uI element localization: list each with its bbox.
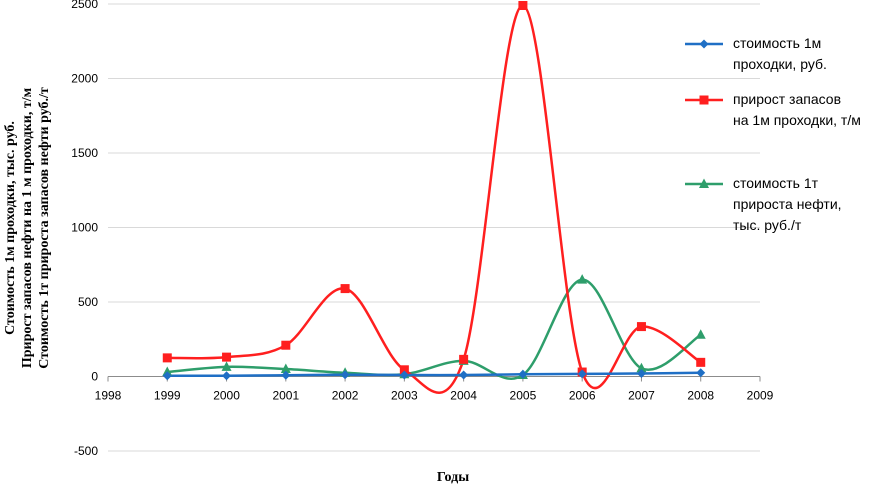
data-point-diamond (636, 369, 646, 379)
legend-label: прироста нефти, (733, 196, 842, 212)
data-point-square (162, 353, 172, 363)
series-line-2 (167, 278, 702, 380)
legend-item-1: прирост запасов на 1м проходки, т/м (685, 91, 861, 128)
x-tick-label: 2001 (272, 389, 299, 403)
y-tick-label: -500 (74, 444, 98, 458)
data-point-square (518, 0, 528, 10)
legend-label: стоимость 1м (733, 35, 821, 51)
x-tick-label: 2008 (687, 389, 714, 403)
y-tick-label: 2000 (71, 72, 98, 86)
legend-label: стоимость 1т (733, 175, 819, 191)
data-point-square (459, 354, 469, 364)
y-tick-label: 1000 (71, 221, 98, 235)
x-axis (107, 376, 761, 382)
x-axis-title: Годы (437, 470, 469, 484)
y-tick-label: 500 (78, 295, 98, 309)
x-tick-label: 2007 (628, 389, 655, 403)
data-point-square (281, 340, 291, 350)
x-tick-labels: 1998 1999 2000 2001 2002 2003 2004 2005 2006 2007… (95, 389, 774, 403)
data-point-diamond (699, 39, 709, 49)
data-point-diamond (162, 371, 172, 381)
x-tick-label: 2000 (213, 389, 240, 403)
y-tick-label: 2500 (71, 0, 98, 11)
data-point-triangle (280, 363, 291, 374)
data-point-triangle (221, 361, 232, 371)
y-axis-title-line: Прирост запасов нефти на 1 м проходки, т… (20, 87, 35, 368)
data-point-square (399, 365, 409, 375)
data-point-triangle (699, 178, 709, 188)
data-point-square (222, 352, 232, 362)
data-point-square (696, 357, 706, 367)
data-point-diamond (696, 368, 706, 378)
data-point-diamond (222, 371, 232, 381)
x-tick-label: 2006 (569, 389, 596, 403)
x-tick-label: 1998 (95, 389, 122, 403)
y-tick-labels: -500 0 500 1000 1500 2000 2500 (71, 0, 98, 458)
data-point-diamond (577, 369, 587, 379)
y-axis-title: Стоимость 1м проходки, тыс. руб. Прирост … (3, 87, 52, 369)
legend-label: прирост запасов (733, 91, 841, 107)
data-point-triangle (695, 329, 706, 339)
data-point-diamond (399, 370, 409, 380)
y-axis-title-line: Стоимость 1м проходки, тыс. руб. (3, 121, 18, 335)
legend-item-0: стоимость 1м проходки, руб. (685, 35, 827, 72)
data-point-diamond (281, 370, 291, 380)
grid-lines (108, 3, 760, 452)
data-point-diamond (459, 370, 469, 380)
data-point-diamond (340, 370, 350, 380)
data-point-triangle (636, 362, 647, 373)
x-tick-label: 2004 (450, 389, 477, 403)
legend-item-2: стоимость 1т прироста нефти, тыс. руб./т (685, 175, 842, 233)
series-lines (167, 4, 702, 394)
x-tick-label: 2005 (510, 389, 537, 403)
y-tick-label: 1500 (71, 146, 98, 160)
x-tick-label: 2009 (747, 389, 774, 403)
data-point-square (699, 95, 709, 105)
legend-label: проходки, руб. (733, 56, 827, 72)
series-markers (162, 0, 706, 381)
series-line-0 (167, 371, 701, 378)
data-point-square (636, 322, 646, 332)
x-tick-label: 2003 (391, 389, 418, 403)
legend: стоимость 1м проходки, руб. прирост запасо… (685, 35, 861, 233)
x-tick-label: 1999 (154, 389, 181, 403)
legend-label: на 1м проходки, т/м (733, 112, 861, 128)
y-tick-label: 0 (91, 370, 98, 384)
data-point-square (340, 284, 350, 294)
y-axis-title-line: Стоимость 1т прироста запасов нефти руб.… (37, 87, 52, 369)
x-tick-label: 2002 (332, 389, 359, 403)
series-line-1 (167, 4, 702, 394)
legend-label: тыс. руб./т (733, 217, 802, 233)
data-point-diamond (518, 369, 528, 379)
data-point-triangle (577, 274, 588, 284)
